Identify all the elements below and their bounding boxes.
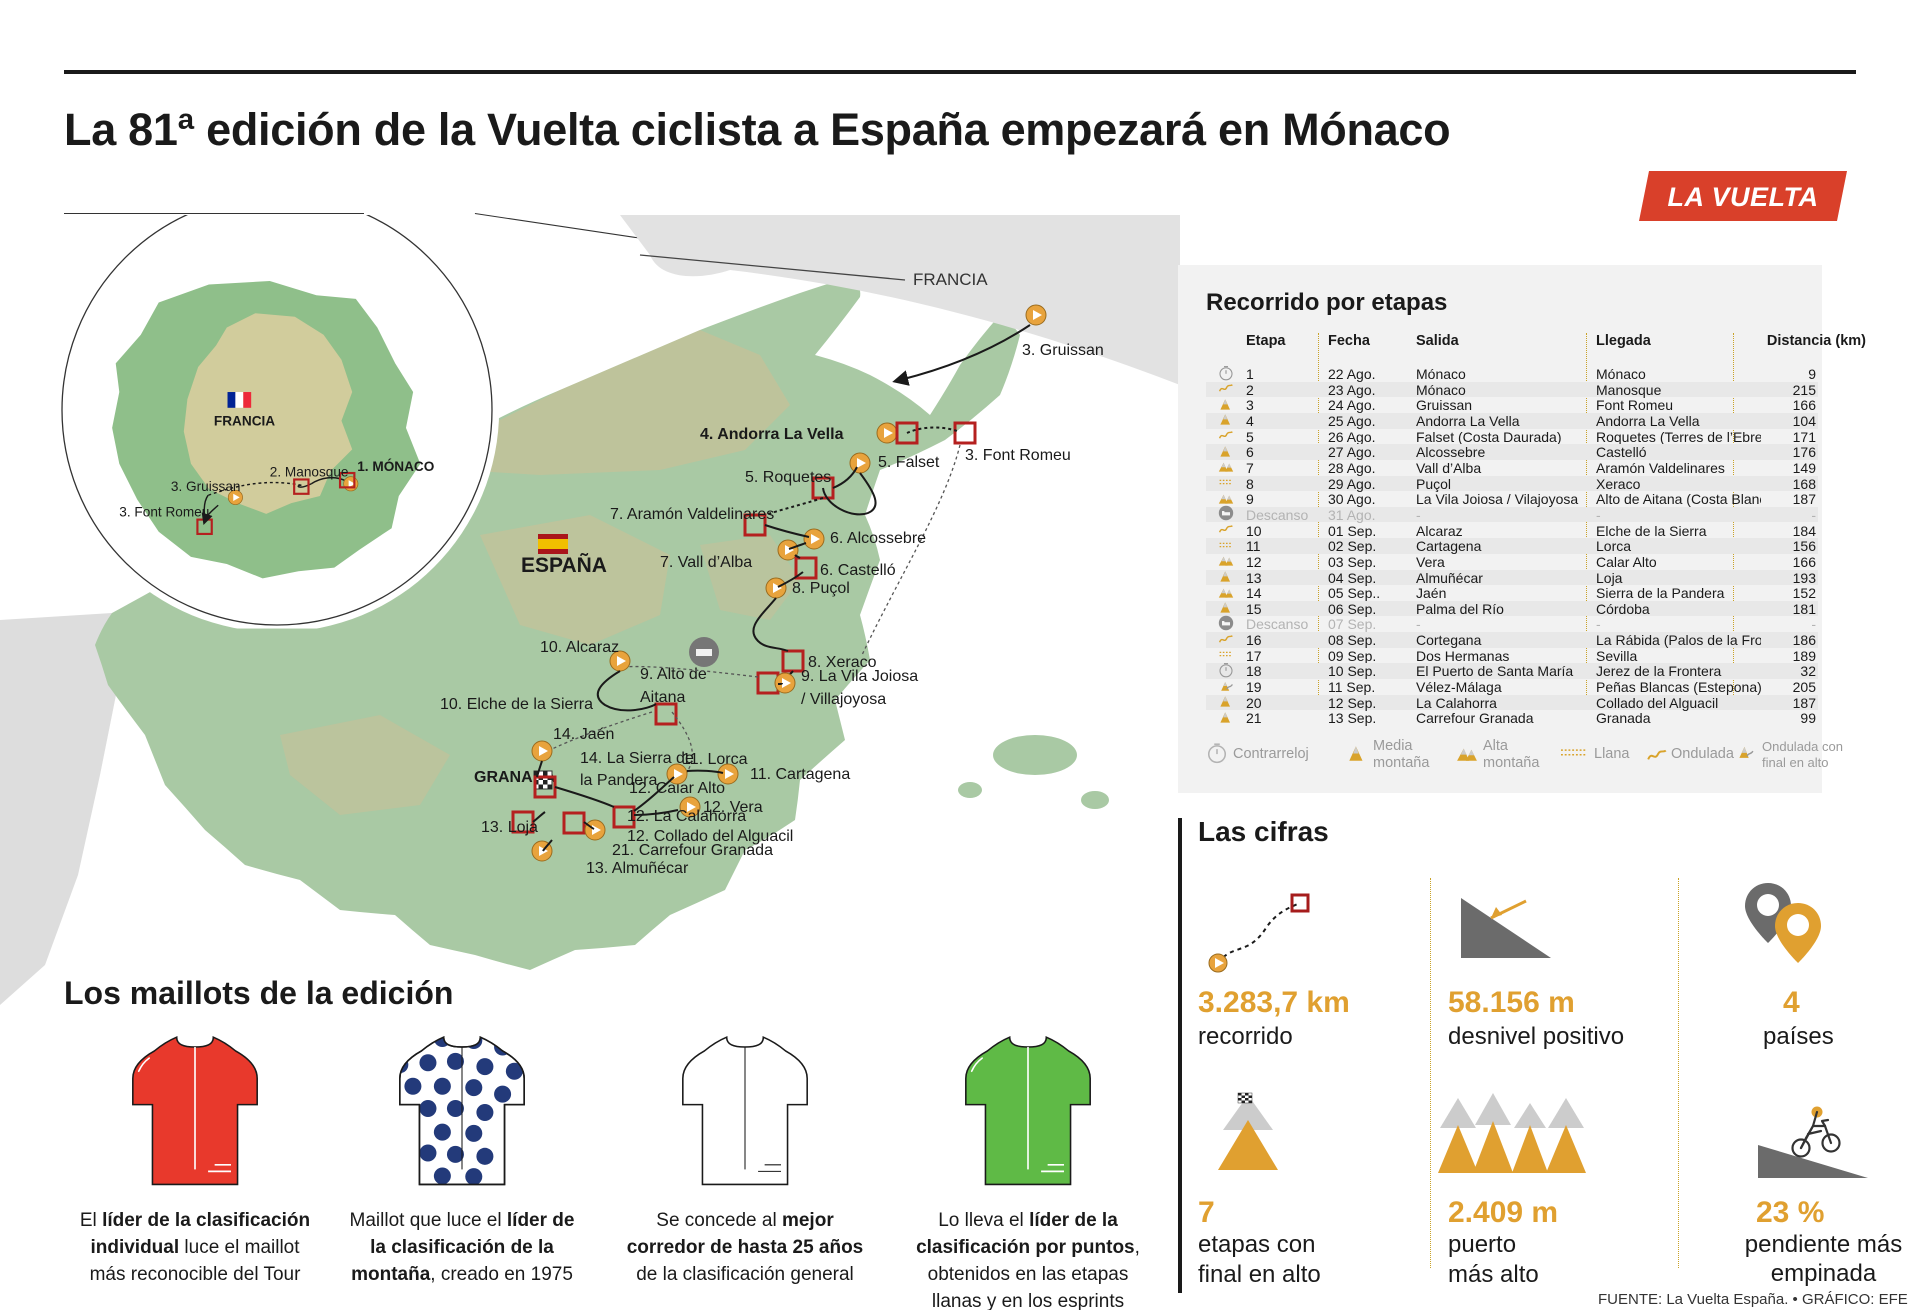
svg-text:13. Almuñécar: 13. Almuñécar [586, 860, 689, 877]
svg-text:ESPAÑA: ESPAÑA [521, 554, 607, 577]
svg-text:6. Alcossebre: 6. Alcossebre [830, 530, 926, 547]
svg-text:1. MÓNACO: 1. MÓNACO [357, 459, 435, 474]
svg-text:10. Elche de la Sierra: 10. Elche de la Sierra [440, 696, 593, 713]
svg-text:10. Alcaraz: 10. Alcaraz [540, 639, 619, 656]
svg-text:LA VUELTA: LA VUELTA [1668, 182, 1819, 212]
svg-text:FRANCIA: FRANCIA [214, 414, 275, 429]
svg-text:7. Vall d’Alba: 7. Vall d’Alba [660, 554, 752, 571]
svg-text:7. Aramón Valdelinares: 7. Aramón Valdelinares [610, 506, 774, 523]
svg-text:14. Jaén: 14. Jaén [553, 726, 614, 743]
svg-text:FRANCIA: FRANCIA [913, 270, 988, 289]
svg-text:6. Castelló: 6. Castelló [820, 562, 896, 579]
svg-text:3. Font Romeu: 3. Font Romeu [119, 505, 209, 520]
svg-text:21. Carrefour Granada: 21. Carrefour Granada [612, 842, 773, 859]
svg-text:5. Falset: 5. Falset [878, 454, 940, 471]
svg-text:11. Cartagena: 11. Cartagena [750, 766, 850, 783]
svg-text:13. Loja: 13. Loja [481, 819, 538, 836]
svg-text:5. Roquetes: 5. Roquetes [745, 469, 831, 486]
svg-text:11. Lorca: 11. Lorca [682, 751, 748, 768]
svg-text:2. Manosque: 2. Manosque [270, 465, 349, 480]
svg-text:3. Font Romeu: 3. Font Romeu [965, 447, 1071, 464]
svg-text:3. Gruissan: 3. Gruissan [1022, 342, 1104, 359]
svg-text:8. Puçol: 8. Puçol [792, 580, 850, 597]
svg-text:4. Andorra La Vella: 4. Andorra La Vella [700, 426, 844, 443]
svg-text:3. Gruissan: 3. Gruissan [171, 479, 241, 494]
